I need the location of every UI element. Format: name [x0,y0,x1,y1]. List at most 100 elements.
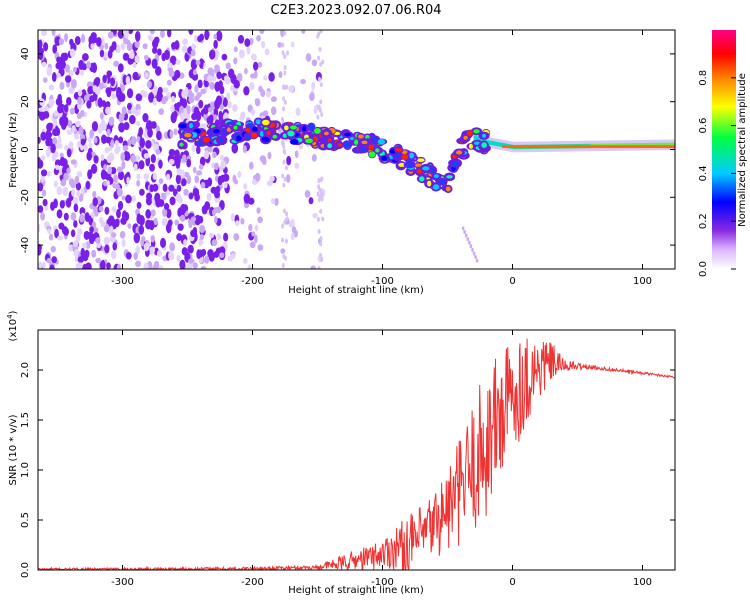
spectrogram-noise-blob [311,154,317,162]
spectrogram-noise-blob [196,145,201,155]
spectrogram-noise-blob [66,97,72,106]
spectrogram-signal-blob [416,158,425,162]
snr-x-ticks: -300 -200 -100 0 100 [111,330,652,588]
spectrogram-signal-blob [287,130,295,137]
spectrogram-noise-blob [250,53,257,61]
spectrogram-noise-blob [38,136,41,145]
spectrogram-noise-blob [318,76,322,82]
spectrogram-noise-blob [139,137,146,149]
spectrogram-noise-blob [110,139,115,148]
snr-scale-label: (x104) [6,310,19,341]
spectrogram-signal-blob [354,139,359,145]
spectrogram-noise-blob [176,254,181,262]
spectrogram-signal-blob [433,174,439,179]
spectrogram-noise-blob [158,178,164,185]
spectrogram-noise-blob [63,212,69,221]
spectrogram-noise-blob [70,212,77,221]
spectrogram-noise-blob [116,208,121,219]
spectrogram-noise-blob [51,72,57,83]
spectrogram-noise-blob [73,248,79,257]
spectrogram-noise-blob [188,258,194,264]
spectrogram-noise-blob [192,226,198,236]
spectrogram-noise-blob [187,244,194,254]
spectrogram-noise-blob [105,106,111,115]
spectrogram-noise-blob [105,136,112,144]
spectrogram-noise-blob [305,53,312,62]
spectrogram-noise-blob [212,151,217,159]
spectrogram-noise-blob [294,162,300,169]
spectrogram-noise-blob [90,43,95,50]
spectrogram-streak-blob [461,226,465,231]
spectrogram-signal-blob [438,179,447,184]
spectrogram-x-tick-label: 0 [509,276,515,287]
spectrogram-noise-blob [213,251,220,258]
spectrogram-noise-blob [152,46,158,54]
spectrogram-noise-blob [123,121,130,131]
spectrogram-noise-blob [231,143,239,154]
spectrogram-noise-blob [82,253,89,262]
spectrogram-noise-blob [77,96,82,105]
spectrogram-y-tick-label: 20 [20,95,31,108]
spectrogram-noise-blob [49,84,54,90]
spectrogram-noise-blob [179,97,186,107]
spectrogram-noise-blob [51,152,57,162]
spectrogram-noise-blob [155,148,161,155]
spectrogram-band-core [647,142,651,148]
spectrogram-noise-blob [270,96,277,103]
spectrogram-noise-blob [78,126,84,135]
spectrogram-noise-blob [131,195,136,202]
spectrogram-noise-blob [237,34,245,44]
spectrogram-noise-blob [209,232,215,239]
spectrogram-noise-blob [100,37,105,46]
spectrogram-noise-blob [192,166,197,174]
spectrogram-noise-blob [91,121,99,132]
spectrogram-noise-blob [87,169,93,180]
spectrogram-noise-blob [75,120,81,128]
snr-y-ticks: 0.0 0.5 1.0 1.5 2.0 [20,362,675,578]
spectrogram-noise-blob [316,114,320,120]
spectrogram-x-tick-label: -300 [111,276,134,287]
spectrogram-noise-blob [283,30,287,36]
spectrogram-noise-blob [51,30,56,37]
spectrogram-noise-blob [283,176,287,182]
spectrogram-noise-blob [41,261,46,269]
spectrogram-noise-blob [201,205,208,215]
spectrogram-noise-blob [216,30,223,42]
spectrogram-noise-blob [280,30,285,38]
spectrogram-noise-blob [256,35,261,42]
spectrogram-noise-blob [168,158,175,165]
spectrogram-noise-blob [149,184,155,193]
spectrogram-noise-blob [190,49,196,57]
spectrogram-noise-blob [106,70,113,78]
spectrogram-noise-blob [127,223,132,229]
spectrogram-noise-blob [218,167,223,173]
spectrogram-noise-blob [126,88,134,99]
spectrogram-noise-blob [88,235,95,245]
spectrogram-noise-blob [57,235,63,241]
spectrogram-noise-blob [168,251,173,261]
spectrogram-noise-blob [152,264,158,269]
spectrogram-noise-blob [181,178,187,187]
spectrogram-noise-blob [219,252,225,259]
spectrogram-noise-blob [199,156,206,167]
spectrogram-noise-blob [173,128,178,136]
spectrogram-noise-blob [288,220,293,228]
spectrogram-noise-blob [152,97,157,106]
spectrogram-signal-blob [481,142,488,148]
spectrogram-noise-blob [158,108,165,115]
spectrogram-noise-blob [104,244,110,254]
spectrogram-signal-blob [282,133,287,138]
spectrogram-noise-blob [49,264,55,269]
spectrogram-noise-blob [318,193,322,199]
spectrogram-noise-blob [138,214,145,226]
spectrogram-noise-blob [282,182,286,188]
spectrogram-noise-blob [144,72,149,78]
spectrogram-noise-blob [259,30,265,34]
spectrogram-noise-blob [112,242,118,251]
snr-y-tick-label: 1.5 [20,412,31,428]
spectrogram-noise-blob [39,98,45,107]
spectrogram-noise-blob [52,44,58,54]
snr-panel: -300 -200 -100 0 100 0.0 0.5 1.0 1.5 2.0 Height … [6,310,676,596]
spectrogram-signal-blob [360,147,367,153]
